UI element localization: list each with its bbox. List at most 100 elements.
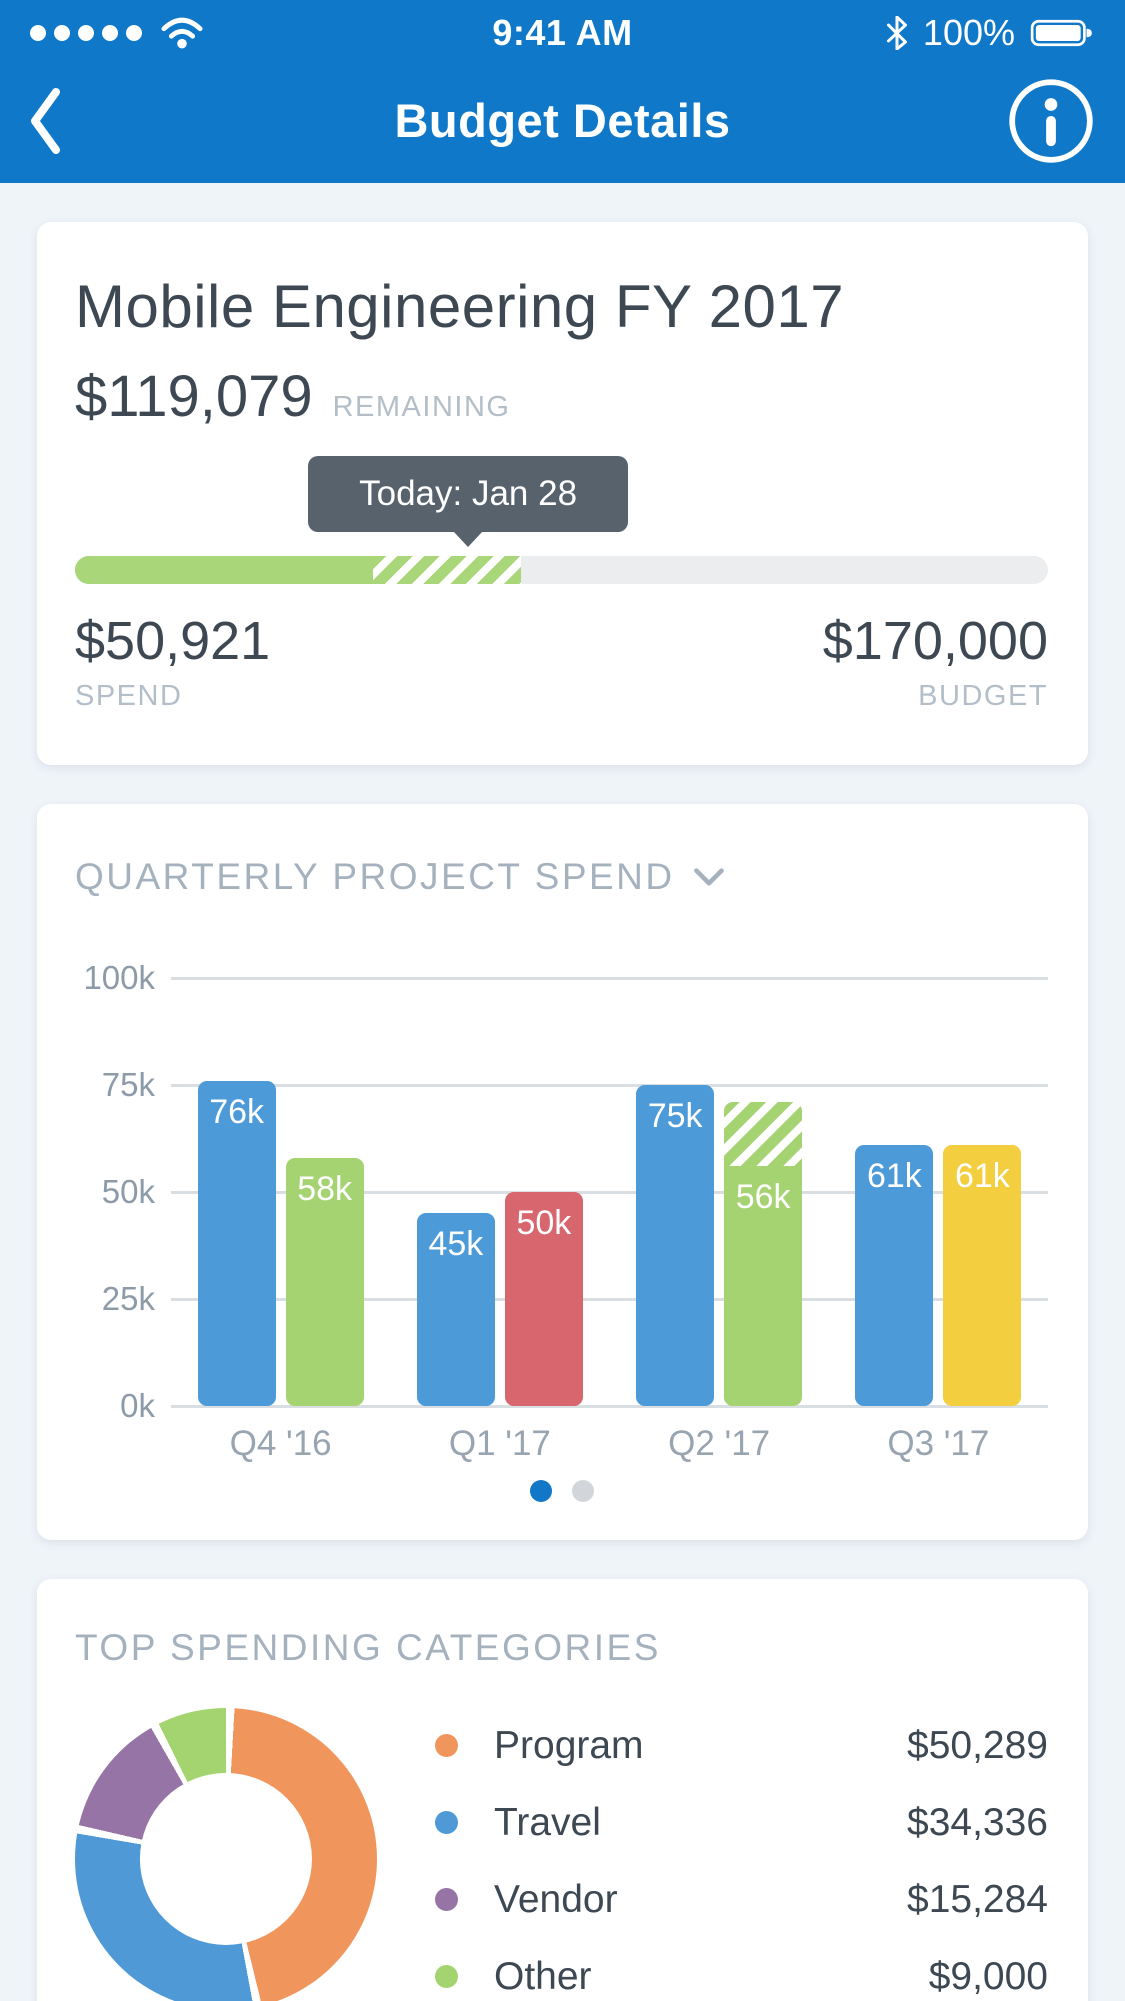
status-bar: 9:41 AM 100% [0,0,1125,58]
bar-segment: 75k [636,1085,715,1406]
bar-value-label: 61k [954,1156,1010,1195]
spend-label: SPEND [75,680,183,712]
bar-segment: 61k [943,1144,1022,1406]
bluetooth-icon [886,16,907,50]
category-legend: Program $50,289 Travel $34,336 Vendor $15,284… [435,1705,1048,2001]
bar-segment: 76k [197,1080,276,1406]
progress-spend-fill [75,556,373,584]
chevron-left-icon [31,87,60,154]
bar-groups: 76k 58k 45k 50k 75k 56k 61k 61k [171,978,1048,1406]
legend-row: Vendor $15,284 [435,1861,1048,1938]
legend-category-value: $50,289 [907,1723,1048,1767]
legend-row: Program $50,289 [435,1707,1048,1784]
battery-percent: 100% [922,12,1015,53]
y-tick-label: 50k [101,1173,155,1210]
legend-color-dot [435,1734,458,1757]
chevron-down-icon [693,867,724,885]
bar-value-label: 75k [647,1097,703,1135]
bar-group: 75k 56k [636,978,803,1406]
bar-value-label: 56k [735,1178,791,1217]
bar-chart-x-labels: Q4 '16 Q1 '17 Q2 '17 Q3 '17 [171,1424,1048,1464]
legend-row: Travel $34,336 [435,1784,1048,1861]
x-axis-label: Q3 '17 [887,1424,990,1463]
bar-group: 76k 58k [197,978,364,1406]
gridline [171,1405,1048,1408]
content: Mobile Engineering FY 2017 $119,079 REMA… [0,222,1125,2001]
y-tick-label: 0k [120,1387,155,1424]
bar-segment: 45k [416,1213,495,1406]
x-axis-label: Q4 '16 [229,1424,332,1463]
budget-timeline: Today: Jan 28 [75,456,1048,584]
quarterly-spend-header[interactable]: QUARTERLY PROJECT SPEND [75,856,1048,898]
legend-category-label: Travel [494,1800,601,1844]
legend-category-value: $15,284 [907,1877,1048,1921]
battery-icon [1030,19,1092,47]
bar-value-label: 76k [209,1092,265,1131]
y-tick-label: 100k [83,959,155,996]
bar-segment: 61k [855,1144,934,1406]
bar-plot: 76k 58k 45k 50k 75k 56k 61k 61k [171,977,1048,1408]
legend-category-label: Vendor [494,1877,618,1921]
y-tick-label: 25k [101,1280,155,1317]
y-tick-label: 75k [101,1066,155,1103]
wifi-icon [161,17,203,49]
x-axis-label: Q1 '17 [448,1424,551,1463]
spend-value: $50,921 [75,611,271,671]
page-title: Budget Details [394,94,731,147]
legend-category-value: $34,336 [907,1800,1048,1844]
status-left [30,17,204,49]
gridline [171,1084,1048,1087]
legend-color-dot [435,1888,458,1911]
bar-hatched-forecast: 56k [724,1102,803,1406]
back-button[interactable] [28,86,62,156]
app-header: 9:41 AM 100% Budget Details [0,0,1125,183]
quarterly-bar-chart[interactable]: 100k 75k 50k 25k 0k 76k 58k 45k 50k 75k 56k 61k 61k [75,959,1048,1424]
bar-value-label: 58k [297,1169,353,1208]
nav-bar: Budget Details [0,58,1125,183]
remaining-label: REMAINING [332,391,511,423]
bar-group: 45k 50k [416,978,583,1406]
donut-hole [139,1772,313,1946]
budget-column: $170,000 BUDGET [823,610,1048,713]
remaining-value: $119,079 [75,364,313,429]
gridline [171,977,1048,980]
today-tooltip-label: Today: Jan 28 [359,474,578,513]
gridline [171,1191,1048,1194]
status-time: 9:41 AM [492,12,633,53]
top-categories-card: TOP SPENDING CATEGORIES Program $50,289 Tr… [37,1579,1088,2001]
remaining-row: $119,079 REMAINING [75,364,1048,430]
chart-pagination [75,1480,1048,1508]
bar-segment: 58k [285,1157,364,1406]
bar-value-label: 50k [516,1204,572,1242]
info-button[interactable] [1005,75,1097,167]
pagination-dot-1[interactable] [529,1480,552,1502]
top-categories-header-label: TOP SPENDING CATEGORIES [75,1627,661,1668]
info-icon [1009,78,1093,163]
pagination-dot-2[interactable] [571,1480,594,1502]
legend-color-dot [435,1965,458,1988]
bar-group: 61k 61k [855,978,1022,1406]
budget-title: Mobile Engineering FY 2017 [75,273,845,340]
today-tooltip: Today: Jan 28 [308,456,629,547]
top-categories-header: TOP SPENDING CATEGORIES [75,1627,1048,1669]
tooltip-arrow-icon [453,531,484,547]
budget-value: $170,000 [822,611,1048,671]
bar-value-label: 61k [866,1156,922,1195]
bar-segment: 50k [504,1192,583,1406]
spend-budget-row: $50,921 SPEND $170,000 BUDGET [75,610,1048,713]
quarterly-spend-header-label: QUARTERLY PROJECT SPEND [75,856,675,897]
legend-row: Other $9,000 [435,1938,1048,2001]
gridline [171,1298,1048,1301]
budget-label: BUDGET [918,680,1048,712]
x-axis-label: Q2 '17 [668,1424,771,1463]
legend-color-dot [435,1811,458,1834]
bar-chart-y-axis: 100k 75k 50k 25k 0k [75,959,155,1424]
categories-row: Program $50,289 Travel $34,336 Vendor $15,284… [75,1705,1048,2001]
legend-category-value: $9,000 [928,1954,1048,1998]
cell-signal-icon [30,25,142,41]
legend-category-label: Program [494,1723,644,1767]
legend-category-label: Other [494,1954,592,1998]
budget-summary-card: Mobile Engineering FY 2017 $119,079 REMA… [37,222,1088,765]
budget-progress-bar [75,556,1048,584]
